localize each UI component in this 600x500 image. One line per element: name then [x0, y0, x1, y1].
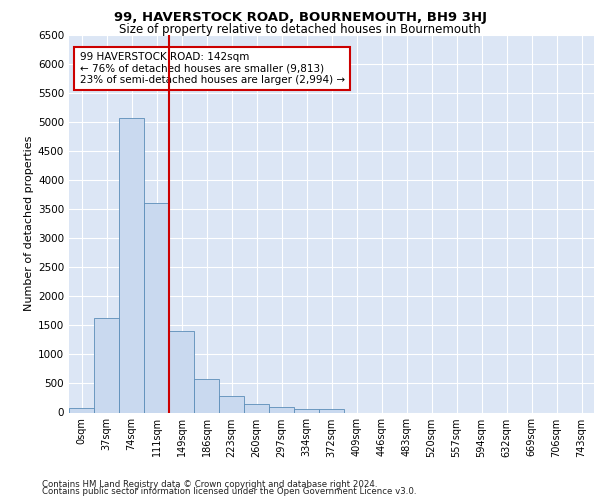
Text: Contains public sector information licensed under the Open Government Licence v3: Contains public sector information licen…	[42, 488, 416, 496]
Bar	[119, 118, 144, 412]
Bar	[94, 318, 119, 412]
Bar	[194, 379, 219, 412]
Bar	[319, 408, 344, 412]
Text: 99 HAVERSTOCK ROAD: 142sqm
← 76% of detached houses are smaller (9,813)
23% of s: 99 HAVERSTOCK ROAD: 142sqm ← 76% of deta…	[79, 52, 344, 85]
Bar	[294, 408, 319, 412]
Text: Size of property relative to detached houses in Bournemouth: Size of property relative to detached ho…	[119, 22, 481, 36]
Bar	[169, 331, 194, 412]
Y-axis label: Number of detached properties: Number of detached properties	[24, 136, 34, 312]
Text: Contains HM Land Registry data © Crown copyright and database right 2024.: Contains HM Land Registry data © Crown c…	[42, 480, 377, 489]
Bar	[69, 408, 94, 412]
Bar	[219, 396, 244, 412]
Text: 99, HAVERSTOCK ROAD, BOURNEMOUTH, BH9 3HJ: 99, HAVERSTOCK ROAD, BOURNEMOUTH, BH9 3H…	[113, 11, 487, 24]
Bar	[244, 404, 269, 412]
Bar	[269, 408, 294, 412]
Bar	[144, 204, 169, 412]
